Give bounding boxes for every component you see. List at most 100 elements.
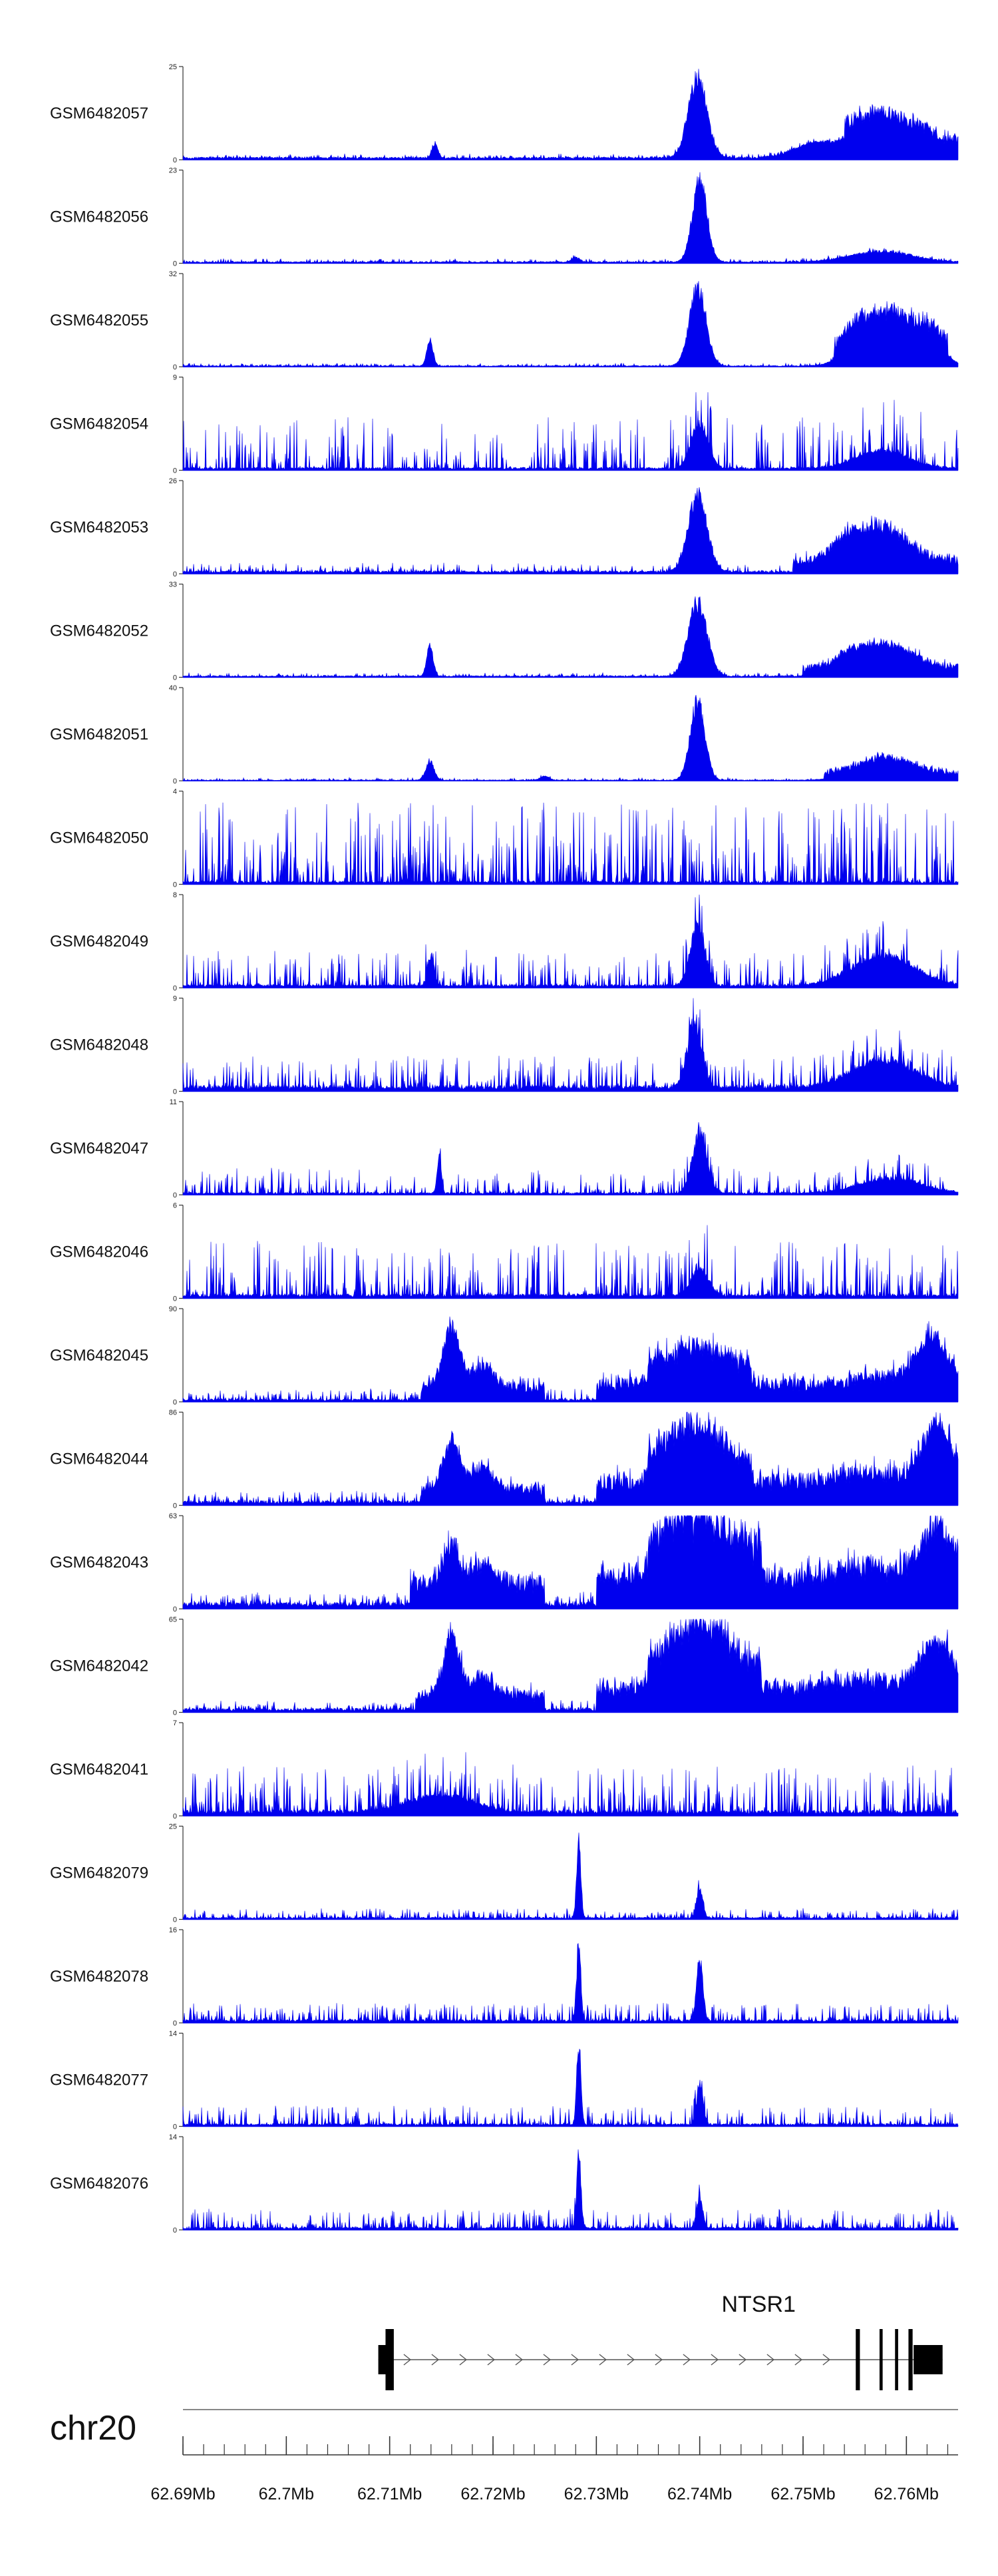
- strand-arrow: [822, 2354, 831, 2366]
- x-tick-label: 62.69Mb: [150, 2485, 215, 2503]
- y-tick-min-label: 0: [173, 156, 177, 164]
- coverage-area: [182, 487, 959, 574]
- track-GSM6482047: GSM6482047 11 0: [50, 1098, 959, 1199]
- y-tick-max-label: 9: [173, 995, 177, 1003]
- coverage-area: [182, 1832, 959, 1920]
- coverage-area: [182, 1225, 959, 1299]
- coverage-area: [182, 596, 959, 678]
- coverage-area: [182, 392, 959, 471]
- y-tick-max-label: 65: [169, 1616, 177, 1624]
- y-tick-max-label: 8: [173, 891, 177, 899]
- track-GSM6482053: GSM6482053 26 0: [50, 477, 959, 578]
- strand-arrow: [599, 2354, 607, 2366]
- y-tick-max-label: 11: [170, 1098, 177, 1106]
- track-GSM6482041: GSM6482041 7 0: [50, 1719, 959, 1821]
- genome-axis: chr20 62.69Mb 62.7Mb 62.71Mb 62.72Mb 62.73Mb 6…: [50, 2409, 958, 2503]
- track-GSM6482050: GSM6482050 4 0: [50, 788, 959, 889]
- gene-coding-exon: [856, 2329, 860, 2390]
- track-GSM6482057: GSM6482057 25 0: [50, 63, 959, 164]
- track-label: GSM6482054: [50, 415, 148, 433]
- strand-arrow: [459, 2354, 468, 2366]
- track-label: GSM6482056: [50, 208, 148, 226]
- track-GSM6482045: GSM6482045 90 0: [50, 1305, 959, 1406]
- strand-arrow: [487, 2354, 496, 2366]
- gene-coding-exon: [879, 2329, 883, 2390]
- gene-utr-exon: [914, 2345, 943, 2374]
- track-label: GSM6482078: [50, 1968, 148, 1986]
- y-tick-min-label: 0: [173, 1606, 177, 1613]
- y-tick-min-label: 0: [173, 1191, 177, 1199]
- track-GSM6482049: GSM6482049 8 0: [50, 891, 959, 992]
- coverage-area: [182, 281, 959, 367]
- signal-tracks: GSM6482057250GSM6482056230GSM6482055320G…: [50, 63, 959, 2235]
- coverage-area: [182, 2149, 959, 2231]
- y-tick-min-label: 0: [173, 2123, 177, 2131]
- y-tick-min-label: 0: [173, 984, 177, 992]
- track-GSM6482077: GSM6482077 14 0: [50, 2030, 959, 2131]
- track-GSM6482054: GSM6482054 9 0: [50, 374, 959, 475]
- y-tick-max-label: 16: [169, 1926, 177, 1934]
- coverage-area: [182, 802, 959, 885]
- strand-arrow: [655, 2354, 663, 2366]
- y-tick-max-label: 90: [169, 1305, 177, 1313]
- strand-arrow: [543, 2354, 552, 2366]
- y-tick-min-label: 0: [173, 260, 177, 268]
- y-tick-max-label: 9: [173, 374, 177, 382]
- track-label: GSM6482049: [50, 933, 148, 951]
- y-tick-max-label: 86: [169, 1409, 177, 1417]
- track-label: GSM6482057: [50, 105, 148, 122]
- coverage-area: [182, 1412, 959, 1506]
- y-tick-min-label: 0: [173, 1088, 177, 1096]
- x-tick-label: 62.72Mb: [460, 2485, 525, 2503]
- y-tick-max-label: 32: [169, 270, 177, 278]
- x-tick-label: 62.75Mb: [770, 2485, 835, 2503]
- coverage-area: [182, 1122, 959, 1195]
- coverage-area: [182, 1942, 959, 2024]
- track-label: GSM6482043: [50, 1554, 148, 1572]
- track-GSM6482052: GSM6482052 33 0: [50, 581, 959, 682]
- strand-arrow: [403, 2354, 412, 2366]
- coverage-area: [182, 1618, 959, 1713]
- track-label: GSM6482045: [50, 1347, 148, 1365]
- track-label: GSM6482051: [50, 726, 148, 744]
- track-GSM6482046: GSM6482046 6 0: [50, 1202, 959, 1303]
- track-label: GSM6482052: [50, 622, 148, 640]
- coverage-area: [182, 69, 959, 160]
- track-label: GSM6482046: [50, 1243, 148, 1261]
- y-tick-min-label: 0: [173, 1502, 177, 1510]
- track-GSM6482056: GSM6482056 23 0: [50, 167, 959, 268]
- strand-arrow: [431, 2354, 440, 2366]
- track-label: GSM6482048: [50, 1036, 148, 1054]
- coverage-area: [182, 1316, 959, 1402]
- strand-arrow: [627, 2354, 635, 2366]
- x-tick-label: 62.71Mb: [357, 2485, 422, 2503]
- strand-arrow: [683, 2354, 691, 2366]
- y-tick-min-label: 0: [173, 1398, 177, 1406]
- track-label: GSM6482047: [50, 1140, 148, 1158]
- track-label: GSM6482050: [50, 829, 148, 847]
- y-tick-min-label: 0: [173, 1916, 177, 1924]
- track-GSM6482055: GSM6482055 32 0: [50, 270, 959, 371]
- y-tick-max-label: 23: [169, 167, 177, 175]
- y-tick-max-label: 25: [169, 63, 177, 71]
- y-tick-max-label: 6: [173, 1202, 177, 1210]
- y-tick-min-label: 0: [173, 2227, 177, 2235]
- track-label: GSM6482044: [50, 1450, 148, 1468]
- track-GSM6482043: GSM6482043 63 0: [50, 1512, 959, 1613]
- track-label: GSM6482041: [50, 1761, 148, 1779]
- y-tick-min-label: 0: [173, 570, 177, 578]
- track-label: GSM6482076: [50, 2175, 148, 2193]
- coverage-area: [182, 695, 959, 781]
- y-tick-max-label: 33: [169, 581, 177, 589]
- y-tick-min-label: 0: [173, 467, 177, 475]
- gene-coding-exon: [895, 2329, 898, 2390]
- track-label: GSM6482053: [50, 519, 148, 537]
- x-tick-label: 62.73Mb: [564, 2485, 629, 2503]
- y-tick-min-label: 0: [173, 881, 177, 889]
- track-GSM6482076: GSM6482076 14 0: [50, 2133, 959, 2235]
- gene-coding-exon: [385, 2329, 394, 2390]
- y-tick-min-label: 0: [173, 2020, 177, 2028]
- coverage-area: [182, 2048, 959, 2127]
- y-tick-min-label: 0: [173, 1709, 177, 1717]
